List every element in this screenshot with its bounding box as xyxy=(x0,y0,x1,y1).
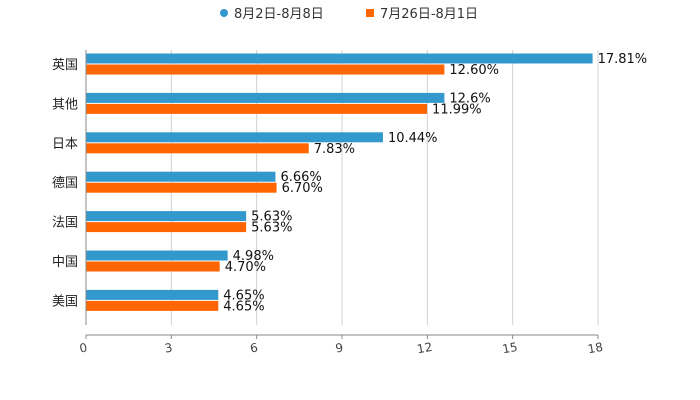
bar-2-0[interactable] xyxy=(86,64,445,75)
bar-1-3[interactable] xyxy=(86,171,276,182)
legend-label-series-1[interactable]: 8月2日-8月8日 xyxy=(234,7,324,22)
legend-marker-series-1[interactable] xyxy=(220,9,228,17)
bar-2-6[interactable] xyxy=(86,300,219,311)
data-labels: 17.81% 12.60% 12.6%11.99% 10.44% 7.83% 6.66%6… xyxy=(223,52,647,314)
data-label-1-3: 6.66% xyxy=(280,170,321,185)
data-label-2-1: 11.99% xyxy=(432,102,482,117)
x-tick-label-4: 12 xyxy=(416,340,433,356)
bar-2-2[interactable] xyxy=(86,143,309,154)
data-label-1-2: 10.44% xyxy=(388,131,438,146)
category-label-3: 德国 xyxy=(52,176,78,191)
category-label-0: 英国 xyxy=(52,58,78,73)
data-label-2-5: 4.70% xyxy=(225,260,266,275)
x-tick-label-2: 6 xyxy=(249,341,259,356)
legend-marker-series-2[interactable] xyxy=(366,9,374,17)
data-label-2-3: 6.70% xyxy=(282,181,323,196)
bar-1-1[interactable] xyxy=(86,92,445,103)
data-label-1-1: 12.6% xyxy=(449,91,490,106)
data-label-1-4: 5.63% xyxy=(251,210,292,225)
category-label-1: 其他 xyxy=(52,97,78,112)
category-label-6: 美国 xyxy=(52,294,78,309)
x-tick-label-0: 0 xyxy=(78,341,88,356)
bars xyxy=(86,53,593,311)
bar-1-6[interactable] xyxy=(86,289,219,300)
bar-1-0[interactable] xyxy=(86,53,593,64)
legend: 8月2日-8月8日 7月26日-8月1日 xyxy=(220,7,478,22)
bar-1-2[interactable] xyxy=(86,132,383,143)
bar-2-4[interactable] xyxy=(86,222,247,233)
category-label-4: 法国 xyxy=(52,216,78,231)
data-label-2-6: 4.65% xyxy=(223,299,264,314)
x-tick-label-5: 15 xyxy=(501,340,518,356)
x-tick-label-3: 9 xyxy=(334,341,344,356)
data-label-1-6: 4.65% xyxy=(223,288,264,303)
bar-2-1[interactable] xyxy=(86,103,428,114)
bar-2-5[interactable] xyxy=(86,261,220,272)
x-tick-label-6: 18 xyxy=(587,340,604,356)
legend-label-series-2[interactable]: 7月26日-8月1日 xyxy=(380,7,478,22)
data-label-2-0: 12.60% xyxy=(449,63,499,78)
bar-1-5[interactable] xyxy=(86,250,228,261)
category-label-5: 中国 xyxy=(52,255,78,270)
bar-2-3[interactable] xyxy=(86,182,277,193)
bar-1-4[interactable] xyxy=(86,211,247,222)
category-label-2: 日本 xyxy=(52,137,78,152)
data-label-1-5: 4.98% xyxy=(233,249,274,264)
data-label-2-4: 5.63% xyxy=(251,221,292,236)
data-label-2-2: 7.83% xyxy=(314,142,355,157)
data-label-1-0: 17.81% xyxy=(598,52,648,67)
x-tick-label-1: 3 xyxy=(164,341,174,356)
